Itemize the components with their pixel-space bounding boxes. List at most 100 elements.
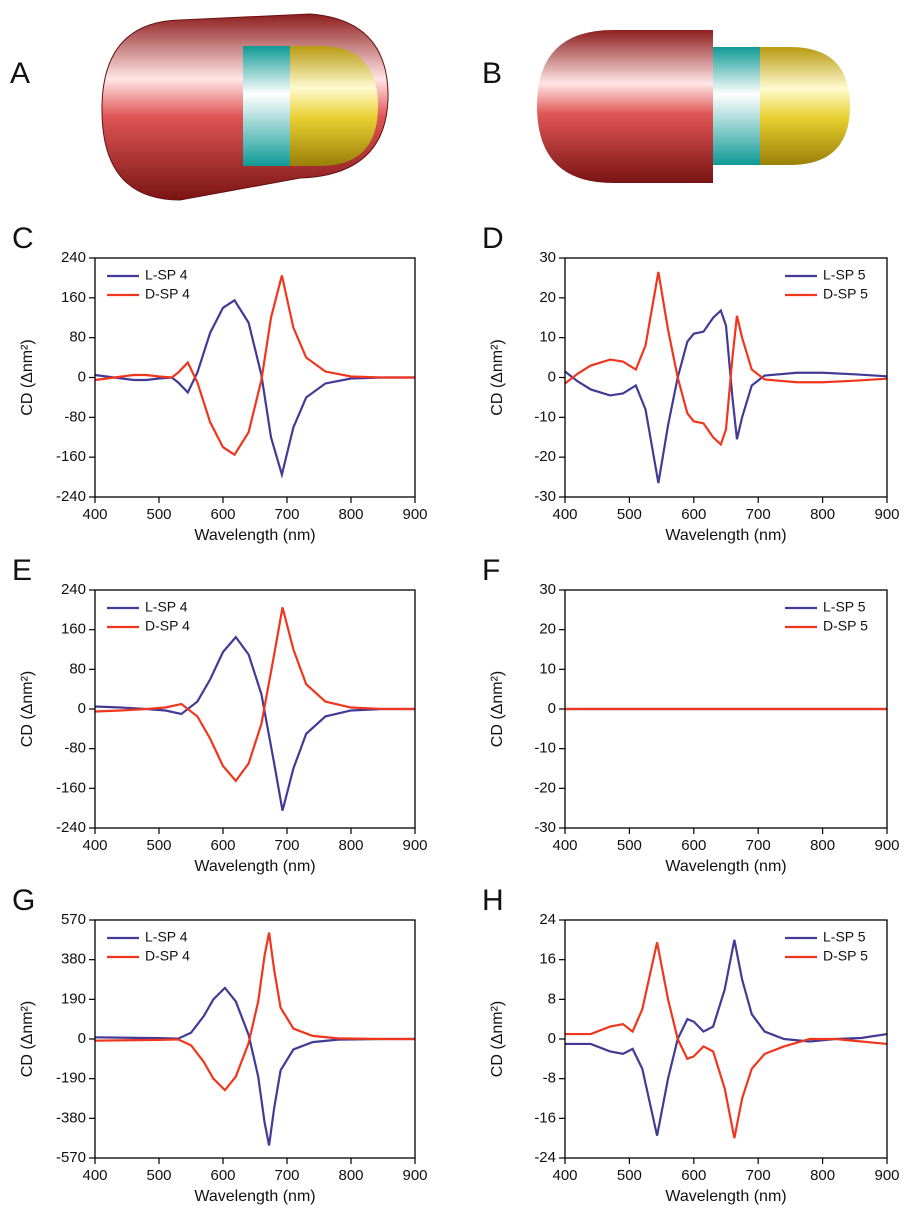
x-tick-label: 800 [338, 837, 363, 854]
y-axis-label: CD (Δnm²) [19, 1001, 36, 1077]
y-axis-label: CD (Δnm²) [19, 671, 36, 747]
x-tick-label: 800 [810, 1167, 835, 1184]
x-tick-label: 400 [82, 1167, 107, 1184]
y-tick-label: -20 [534, 448, 556, 465]
y-tick-label: -30 [534, 819, 556, 836]
y-tick-label: 190 [61, 990, 86, 1007]
y-axis-label: CD (Δnm²) [489, 671, 506, 747]
y-tick-label: -240 [56, 488, 86, 505]
x-tick-label: 400 [552, 837, 577, 854]
x-tick-label: 500 [617, 1167, 642, 1184]
x-tick-label: 900 [874, 506, 899, 523]
x-tick-label: 700 [274, 837, 299, 854]
plot-frame [564, 919, 888, 1159]
chart: D -30 -20 -10 0 10 20 30 400 500 600 700 800 900 Wavel… [482, 222, 900, 544]
x-tick-label: 600 [210, 506, 235, 523]
y-tick-label: -30 [534, 488, 556, 505]
y-tick-label: -190 [56, 1070, 86, 1087]
x-tick-label: 400 [552, 506, 577, 523]
x-tick-label: 800 [810, 837, 835, 854]
plot-frame [94, 257, 416, 498]
y-tick-label: 80 [69, 660, 86, 677]
series-line [564, 308, 888, 484]
legend-label: L-SP 5 [823, 929, 866, 945]
series-line [94, 607, 415, 783]
panel-label: D [482, 222, 504, 255]
x-tick-label: 900 [402, 506, 427, 523]
x-tick-label: 600 [210, 1167, 235, 1184]
y-tick-label: 0 [78, 1030, 86, 1047]
x-tick-label: 800 [338, 1167, 363, 1184]
series-line [565, 942, 888, 1139]
y-tick-label: 0 [548, 700, 556, 717]
x-tick-label: 900 [402, 837, 427, 854]
y-tick-label: 380 [61, 951, 86, 968]
chart: F -30 -20 -10 0 10 20 30 400 500 600 700 800 900 Wavel… [482, 554, 900, 875]
x-tick-label: 700 [274, 506, 299, 523]
y-tick-label: 20 [539, 621, 556, 638]
legend-label: L-SP 4 [145, 599, 188, 615]
x-tick-label: 500 [617, 837, 642, 854]
legend-label: D-SP 4 [145, 286, 190, 302]
y-tick-label: 570 [61, 911, 86, 928]
x-tick-label: 900 [874, 1167, 899, 1184]
x-tick-label: 500 [146, 506, 171, 523]
y-axis-label: CD (Δnm²) [489, 1001, 506, 1077]
x-tick-label: 900 [402, 1167, 427, 1184]
y-tick-label: 30 [539, 249, 556, 266]
x-tick-label: 800 [810, 506, 835, 523]
y-tick-label: 10 [539, 660, 556, 677]
plot-frame [564, 589, 888, 829]
y-tick-label: -24 [534, 1149, 556, 1166]
y-axis-label: CD (Δnm²) [489, 339, 506, 415]
plot-frame [94, 589, 416, 829]
legend-label: L-SP 5 [823, 599, 866, 615]
legend-label: D-SP 5 [823, 618, 868, 634]
y-tick-label: 16 [539, 951, 556, 968]
y-tick-label: -160 [56, 448, 86, 465]
panel-label: G [12, 884, 35, 917]
x-tick-label: 900 [874, 837, 899, 854]
x-tick-label: 700 [746, 837, 771, 854]
y-tick-label: 240 [61, 249, 86, 266]
x-tick-label: 600 [681, 837, 706, 854]
panel-label: F [482, 554, 500, 587]
plot-frame [94, 919, 416, 1159]
y-tick-label: -80 [64, 408, 86, 425]
chart: C -240 -160 -80 0 80 160 240 400 500 600 700 800 900 W… [12, 222, 428, 544]
x-tick-label: 600 [210, 837, 235, 854]
y-tick-label: -380 [56, 1109, 86, 1126]
y-tick-label: 160 [61, 289, 86, 306]
y-tick-label: 8 [548, 990, 556, 1007]
x-tick-label: 800 [338, 506, 363, 523]
x-tick-label: 600 [681, 1167, 706, 1184]
legend-label: D-SP 4 [145, 618, 190, 634]
rendering-a [101, 13, 389, 201]
y-tick-label: -10 [534, 408, 556, 425]
chart: E -240 -160 -80 0 80 160 240 400 500 600 700 800 900 W… [12, 554, 428, 875]
x-tick-label: 400 [82, 506, 107, 523]
x-tick-label: 400 [82, 837, 107, 854]
y-tick-label: 0 [78, 368, 86, 385]
legend-label: D-SP 5 [823, 948, 868, 964]
legend-label: L-SP 4 [145, 929, 188, 945]
plot-frame [564, 257, 888, 498]
x-tick-label: 500 [146, 837, 171, 854]
y-tick-label: 30 [539, 581, 556, 598]
y-tick-label: -160 [56, 779, 86, 796]
x-axis-label: Wavelength (nm) [665, 527, 786, 544]
y-tick-label: -240 [56, 819, 86, 836]
x-axis-label: Wavelength (nm) [194, 858, 315, 875]
y-tick-label: 0 [548, 1030, 556, 1047]
legend-label: L-SP 5 [823, 267, 866, 283]
x-axis-label: Wavelength (nm) [665, 1188, 786, 1205]
chart: H -24 -16 -8 0 8 16 24 400 500 600 700 800 900 Wavelen… [482, 884, 900, 1205]
legend-label: L-SP 4 [145, 267, 188, 283]
panel-label: C [12, 222, 34, 255]
y-tick-label: -16 [534, 1109, 556, 1126]
y-tick-label: 10 [539, 329, 556, 346]
series-line [94, 932, 415, 1092]
panel-label: B [482, 57, 502, 90]
series-line [94, 275, 415, 457]
